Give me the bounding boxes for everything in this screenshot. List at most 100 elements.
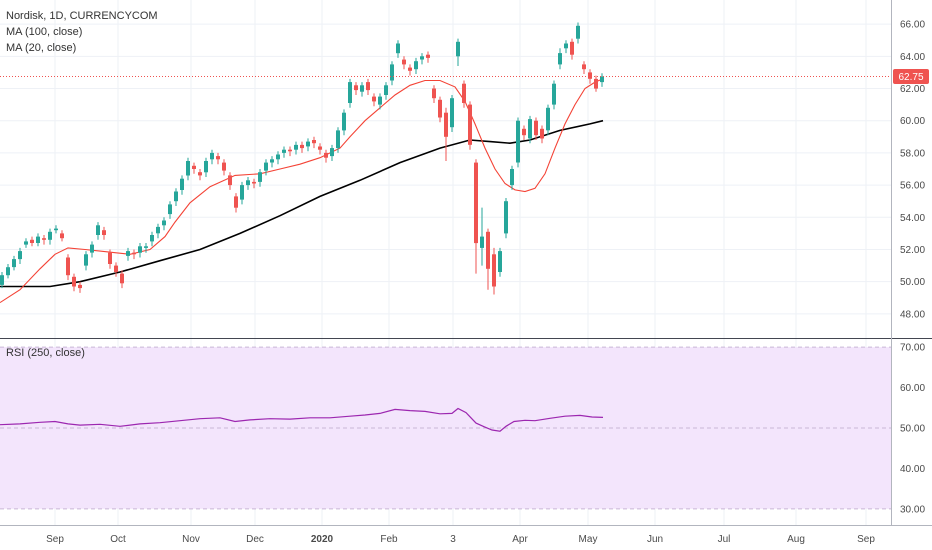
candle[interactable] (66, 254, 70, 281)
candle[interactable] (180, 175, 184, 195)
candle[interactable] (198, 169, 202, 181)
candle[interactable] (582, 61, 586, 74)
candle[interactable] (132, 249, 136, 260)
candle[interactable] (288, 146, 292, 157)
candle[interactable] (318, 143, 322, 155)
candle[interactable] (312, 136, 316, 149)
candle[interactable] (432, 85, 436, 103)
candle[interactable] (462, 80, 466, 108)
candle[interactable] (510, 165, 514, 190)
candle[interactable] (420, 53, 424, 65)
candle[interactable] (264, 159, 268, 176)
candle[interactable] (258, 169, 262, 187)
candle[interactable] (156, 223, 160, 239)
candle[interactable] (498, 247, 502, 277)
candle[interactable] (324, 149, 328, 163)
candle[interactable] (192, 162, 196, 174)
candle[interactable] (216, 152, 220, 165)
candle[interactable] (516, 117, 520, 168)
candle[interactable] (228, 172, 232, 190)
candle[interactable] (18, 247, 22, 264)
candle[interactable] (552, 80, 556, 110)
candle[interactable] (246, 177, 250, 190)
candle[interactable] (456, 38, 460, 66)
legend-rsi[interactable]: RSI (250, close) (6, 347, 85, 359)
candle[interactable] (84, 251, 88, 271)
candle[interactable] (120, 270, 124, 289)
candle[interactable] (306, 138, 310, 152)
chart-title[interactable]: Nordisk, 1D, CURRENCYCOM (6, 10, 158, 22)
candle[interactable] (138, 243, 142, 258)
candle[interactable] (354, 82, 358, 95)
candle[interactable] (54, 225, 58, 234)
time-axis[interactable]: Sep Oct Nov Dec 2020 Feb 3 Apr May Jun Jul Aug Sep (46, 534, 875, 545)
candle[interactable] (486, 228, 490, 290)
candle[interactable] (108, 249, 112, 269)
candle[interactable] (408, 64, 412, 76)
candle[interactable] (474, 159, 478, 274)
candle[interactable] (174, 188, 178, 206)
candle[interactable] (396, 40, 400, 58)
candle[interactable] (588, 69, 592, 84)
candle[interactable] (276, 151, 280, 165)
candle[interactable] (444, 107, 448, 161)
candle[interactable] (72, 273, 76, 292)
candle[interactable] (222, 159, 226, 176)
candle[interactable] (240, 181, 244, 205)
candle[interactable] (438, 96, 442, 123)
candle[interactable] (594, 75, 598, 92)
candle[interactable] (414, 57, 418, 74)
candle[interactable] (390, 61, 394, 86)
candle[interactable] (144, 243, 148, 253)
candle[interactable] (102, 226, 106, 240)
candle[interactable] (234, 193, 238, 213)
candle[interactable] (492, 247, 496, 295)
candle[interactable] (528, 115, 532, 144)
candle[interactable] (480, 207, 484, 266)
candle[interactable] (126, 247, 130, 261)
candle[interactable] (426, 51, 430, 63)
candle[interactable] (564, 40, 568, 54)
candle[interactable] (366, 78, 370, 95)
candle[interactable] (600, 73, 604, 87)
candle[interactable] (114, 262, 118, 277)
candle[interactable] (330, 144, 334, 161)
candle[interactable] (402, 56, 406, 70)
candle[interactable] (534, 117, 538, 141)
candle[interactable] (162, 217, 166, 231)
candle[interactable] (204, 157, 208, 177)
candle[interactable] (30, 236, 34, 247)
candle[interactable] (48, 228, 52, 245)
candle[interactable] (282, 146, 286, 158)
candle[interactable] (186, 157, 190, 181)
candle[interactable] (522, 125, 526, 141)
price-axis[interactable]: 48.00 50.00 52.00 54.00 56.00 58.00 60.00 62.00… (900, 20, 925, 321)
candle[interactable] (150, 231, 154, 247)
candle[interactable] (24, 238, 28, 248)
candle[interactable] (546, 104, 550, 136)
candle[interactable] (540, 125, 544, 144)
candle[interactable] (42, 235, 46, 245)
candlestick-series[interactable] (0, 22, 604, 295)
candle[interactable] (36, 233, 40, 247)
candle[interactable] (570, 38, 574, 60)
candle[interactable] (90, 241, 94, 258)
candle[interactable] (504, 198, 508, 239)
candle[interactable] (210, 149, 214, 165)
candle[interactable] (96, 222, 100, 240)
candle[interactable] (60, 230, 64, 242)
candle[interactable] (468, 101, 472, 150)
candle[interactable] (384, 82, 388, 100)
rsi-axis[interactable]: 30.00 40.00 50.00 60.00 70.00 (900, 343, 925, 516)
candle[interactable] (270, 156, 274, 168)
legend-ma20[interactable]: MA (20, close) (6, 42, 76, 54)
candle[interactable] (168, 201, 172, 219)
candle[interactable] (372, 93, 376, 107)
candle[interactable] (294, 141, 298, 155)
candle[interactable] (336, 127, 340, 153)
candle[interactable] (6, 264, 10, 279)
candle[interactable] (0, 272, 4, 289)
candle[interactable] (342, 109, 346, 136)
candle[interactable] (348, 78, 352, 108)
